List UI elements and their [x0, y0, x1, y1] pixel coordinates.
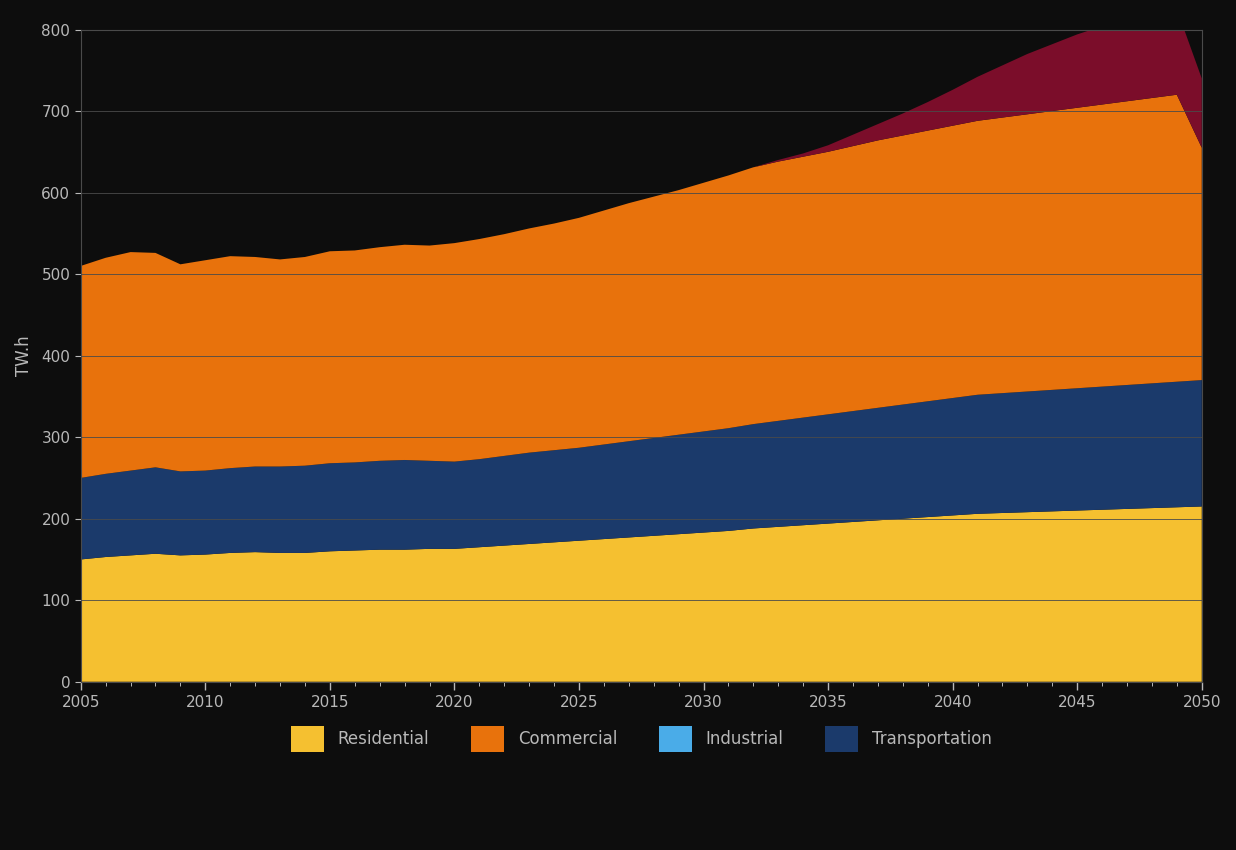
Y-axis label: TW.h: TW.h	[15, 335, 33, 376]
Legend: Residential, Commercial, Industrial, Transportation: Residential, Commercial, Industrial, Tra…	[284, 719, 999, 758]
